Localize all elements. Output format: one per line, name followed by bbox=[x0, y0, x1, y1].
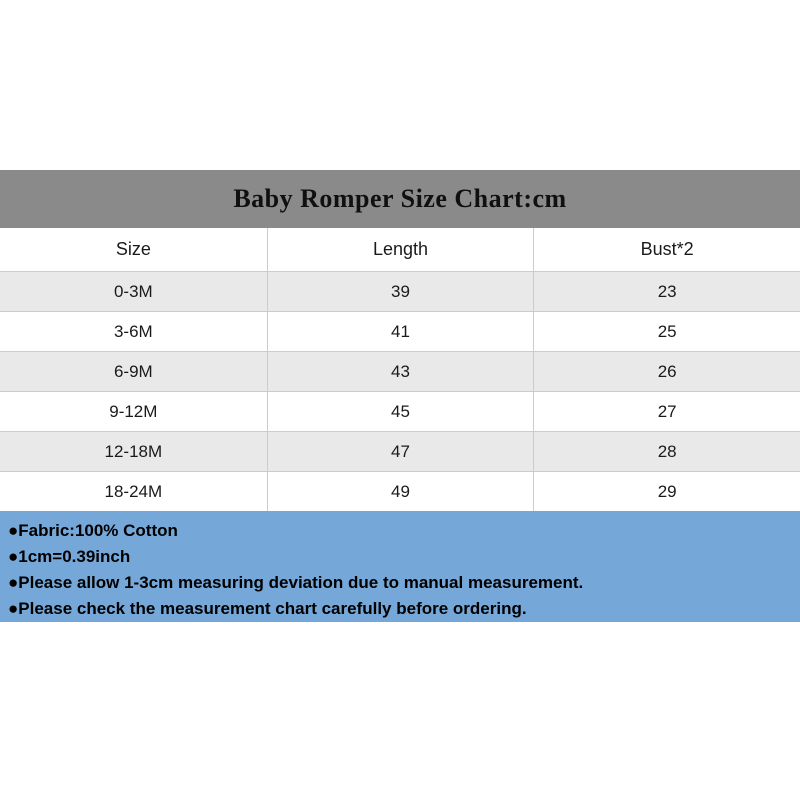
table-cell-bust: 28 bbox=[533, 432, 800, 471]
table-cell-length: 47 bbox=[266, 432, 534, 471]
table-cell-size: 9-12M bbox=[109, 401, 158, 421]
table-cell-size: 12-18M bbox=[104, 441, 163, 461]
column-header-size: Size bbox=[115, 239, 151, 259]
table-cell-length: 41 bbox=[266, 312, 534, 351]
size-chart-table: Size Length Bust*2 0-3M 39 23 3-6M 41 25… bbox=[0, 228, 800, 512]
table-row: 12-18M 47 28 bbox=[0, 432, 800, 472]
page-title: Baby Romper Size Chart:cm bbox=[233, 184, 567, 213]
table-cell-bust: 29 bbox=[533, 472, 800, 511]
title-bar: Baby Romper Size Chart:cm bbox=[0, 170, 800, 228]
note-check-chart: ●Please check the measurement chart care… bbox=[8, 599, 527, 618]
note-conversion: ●1cm=0.39inch bbox=[8, 547, 131, 566]
table-cell-bust: 27 bbox=[533, 392, 800, 431]
table-row: 0-3M 39 23 bbox=[0, 272, 800, 312]
note-deviation: ●Please allow 1-3cm measuring deviation … bbox=[8, 573, 584, 592]
table-cell-length: 39 bbox=[266, 272, 534, 311]
column-header-bust: Bust*2 bbox=[533, 228, 800, 271]
table-cell-size: 18-24M bbox=[104, 481, 163, 501]
table-cell-size: 0-3M bbox=[113, 281, 153, 301]
notes-panel: ●Fabric:100% Cotton ●1cm=0.39inch ●Pleas… bbox=[0, 511, 800, 622]
table-cell-bust: 23 bbox=[533, 272, 800, 311]
table-header-row: Size Length Bust*2 bbox=[0, 228, 800, 272]
table-row: 9-12M 45 27 bbox=[0, 392, 800, 432]
table-cell-size: 3-6M bbox=[113, 321, 153, 341]
note-fabric: ●Fabric:100% Cotton bbox=[8, 521, 178, 540]
table-row: 18-24M 49 29 bbox=[0, 472, 800, 512]
table-cell-size: 6-9M bbox=[113, 361, 153, 381]
table-cell-bust: 25 bbox=[533, 312, 800, 351]
table-cell-length: 45 bbox=[266, 392, 534, 431]
table-cell-length: 43 bbox=[266, 352, 534, 391]
table-cell-bust: 26 bbox=[533, 352, 800, 391]
table-cell-length: 49 bbox=[266, 472, 534, 511]
table-row: 6-9M 43 26 bbox=[0, 352, 800, 392]
table-row: 3-6M 41 25 bbox=[0, 312, 800, 352]
column-header-length: Length bbox=[266, 228, 534, 271]
